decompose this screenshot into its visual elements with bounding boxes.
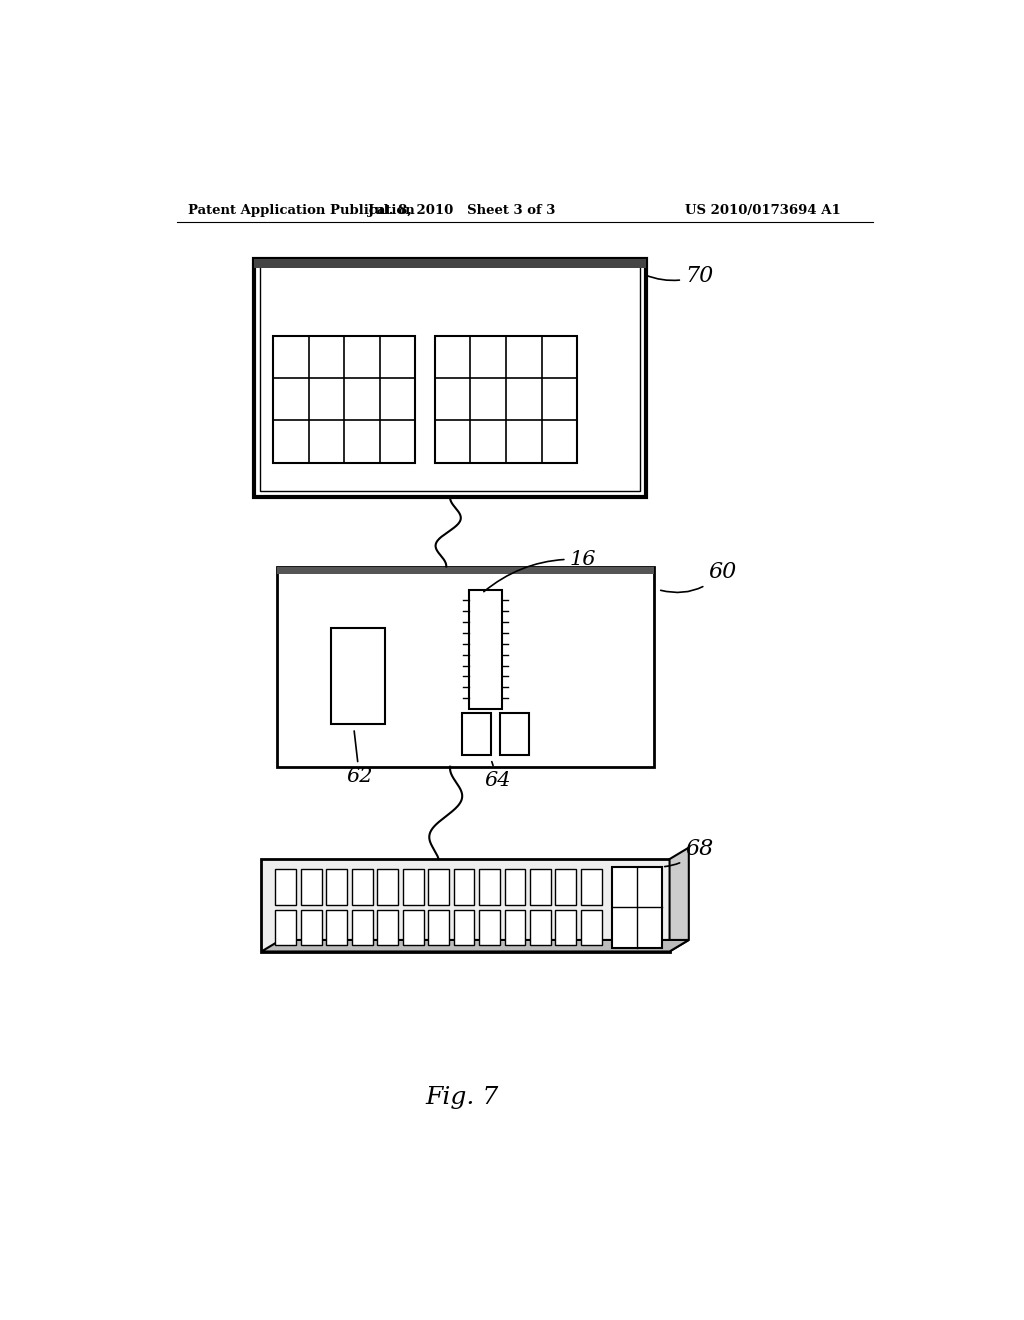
Polygon shape bbox=[670, 847, 689, 952]
Text: 64: 64 bbox=[484, 762, 511, 789]
Bar bbox=[469, 590, 502, 709]
Text: 16: 16 bbox=[483, 550, 596, 591]
Bar bbox=[428, 909, 449, 945]
Bar bbox=[275, 909, 296, 945]
Bar bbox=[261, 859, 670, 952]
Bar bbox=[555, 869, 577, 906]
Bar bbox=[530, 909, 551, 945]
Bar bbox=[462, 713, 490, 755]
Bar bbox=[428, 869, 449, 906]
Text: Fig. 7: Fig. 7 bbox=[425, 1086, 499, 1109]
Bar bbox=[454, 869, 474, 906]
Bar bbox=[611, 867, 662, 948]
Bar bbox=[275, 869, 296, 906]
Bar bbox=[402, 869, 424, 906]
Text: Jul. 8, 2010   Sheet 3 of 3: Jul. 8, 2010 Sheet 3 of 3 bbox=[368, 205, 555, 218]
Bar bbox=[254, 259, 646, 268]
Text: 62: 62 bbox=[346, 731, 373, 787]
Bar bbox=[479, 869, 500, 906]
Bar bbox=[555, 909, 577, 945]
Bar bbox=[435, 335, 578, 462]
Text: 70: 70 bbox=[645, 264, 713, 286]
Bar bbox=[351, 869, 373, 906]
Bar bbox=[581, 909, 602, 945]
Bar bbox=[276, 566, 654, 767]
Bar bbox=[327, 869, 347, 906]
Bar bbox=[505, 869, 525, 906]
Bar bbox=[301, 869, 322, 906]
Bar bbox=[402, 909, 424, 945]
Bar bbox=[530, 869, 551, 906]
Bar bbox=[273, 335, 416, 462]
Bar bbox=[500, 713, 529, 755]
Bar bbox=[351, 909, 373, 945]
Text: 60: 60 bbox=[660, 561, 736, 593]
Polygon shape bbox=[261, 940, 689, 952]
Bar bbox=[254, 259, 646, 498]
Text: Patent Application Publication: Patent Application Publication bbox=[188, 205, 415, 218]
Bar bbox=[454, 909, 474, 945]
Bar bbox=[479, 909, 500, 945]
Bar bbox=[327, 909, 347, 945]
Bar bbox=[377, 909, 398, 945]
Bar bbox=[505, 909, 525, 945]
Bar bbox=[331, 628, 385, 725]
Text: US 2010/0173694 A1: US 2010/0173694 A1 bbox=[685, 205, 841, 218]
Bar bbox=[581, 869, 602, 906]
Bar bbox=[260, 264, 640, 491]
Bar bbox=[301, 909, 322, 945]
Text: 68: 68 bbox=[665, 838, 713, 866]
Bar bbox=[276, 566, 654, 574]
Bar bbox=[377, 869, 398, 906]
